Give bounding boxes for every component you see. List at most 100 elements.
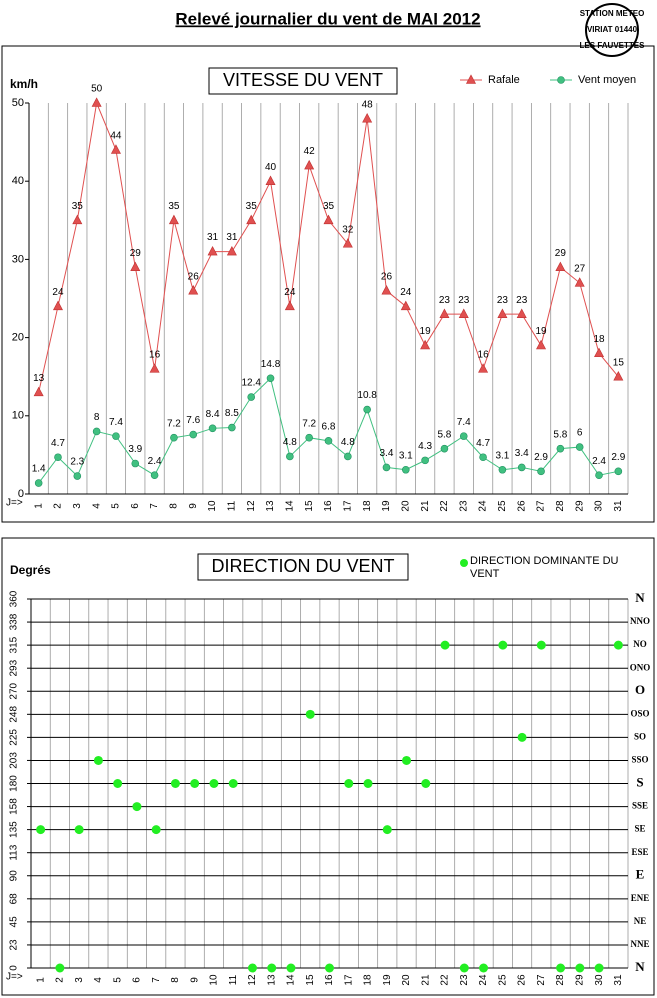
x-tick-label: 13 <box>265 500 276 512</box>
marker <box>420 339 431 350</box>
marker <box>305 433 313 442</box>
data-label: 3.1 <box>399 450 413 461</box>
point <box>93 755 103 765</box>
y-axis-label: Degrés <box>10 563 51 577</box>
y-tick-label: 50 <box>12 97 24 109</box>
direction-label: NNE <box>630 939 649 949</box>
x-tick-label: 23 <box>458 500 469 512</box>
data-label: 29 <box>555 248 567 259</box>
marker <box>131 459 140 468</box>
direction-label: N <box>635 590 645 605</box>
y-tick-label: 180 <box>9 775 20 792</box>
y-tick-label: 248 <box>9 706 20 723</box>
point <box>132 802 142 812</box>
data-label: 8.4 <box>206 409 220 420</box>
marker <box>555 261 566 272</box>
direction-label: N <box>635 959 645 974</box>
data-label: 24 <box>284 287 296 298</box>
data-label: 19 <box>535 326 547 337</box>
data-label: 23 <box>516 295 528 306</box>
marker <box>265 175 276 185</box>
point <box>440 640 450 650</box>
x-tick-label: 23 <box>459 974 470 986</box>
data-label: 2.9 <box>534 452 548 463</box>
x-tick-label: 13 <box>266 974 277 986</box>
marker <box>112 432 120 440</box>
point <box>36 825 46 835</box>
point <box>170 779 180 788</box>
point <box>613 640 623 650</box>
data-label: 26 <box>381 271 393 282</box>
x-tick-label: 28 <box>555 974 566 986</box>
stamp-ring <box>585 3 639 57</box>
x-tick-label: 30 <box>594 974 605 986</box>
marker <box>304 159 315 170</box>
point <box>344 779 354 788</box>
data-label: 6 <box>577 428 583 439</box>
x-tick-label: 6 <box>132 977 143 983</box>
x-tick-label: 8 <box>169 503 180 509</box>
marker <box>575 443 584 451</box>
point <box>228 779 238 788</box>
marker <box>595 471 603 480</box>
direction-label: NO <box>633 639 647 649</box>
marker <box>344 452 352 461</box>
data-label: 32 <box>342 224 354 235</box>
y-tick-label: 10 <box>12 410 24 422</box>
x-tick-label: 28 <box>555 500 566 512</box>
marker <box>73 472 82 480</box>
marker <box>52 300 63 311</box>
marker <box>478 363 489 373</box>
marker <box>323 214 334 225</box>
data-label: 42 <box>304 146 316 157</box>
x-tick-label: 24 <box>478 974 489 986</box>
legend-label: Vent moyen <box>578 74 636 86</box>
data-label: 35 <box>168 201 180 212</box>
chart-title-box <box>208 67 398 95</box>
x-tick-label: 31 <box>613 500 624 512</box>
marker <box>72 214 83 225</box>
marker <box>189 430 198 439</box>
point <box>517 732 527 742</box>
data-label: 24 <box>52 287 64 298</box>
data-label: 3.4 <box>380 448 394 459</box>
point <box>382 825 392 835</box>
marker <box>362 112 373 123</box>
data-label: 27 <box>574 264 586 275</box>
x-tick-label: 25 <box>497 500 508 512</box>
data-label: 44 <box>110 131 122 142</box>
x-tick-label: 15 <box>304 500 315 512</box>
point <box>209 779 219 788</box>
x-tick-label: 2 <box>55 977 66 983</box>
marker <box>613 371 624 381</box>
stamp-text: STATION METEO <box>580 9 645 18</box>
data-label: 2.4 <box>592 456 606 467</box>
direction-label: ONO <box>630 662 651 672</box>
marker <box>498 465 507 474</box>
x-tick-label: 12 <box>246 500 257 512</box>
stamp: STATION METEO VIRIAT 01440 LES FAUVETTES <box>580 3 645 57</box>
x-tick-label: 29 <box>574 500 585 512</box>
marker <box>516 308 527 318</box>
data-label: 5.8 <box>437 429 451 440</box>
x-tick-label: 21 <box>420 500 431 512</box>
x-tick-label: 4 <box>93 977 104 983</box>
x-tick-label: 26 <box>516 500 527 512</box>
marker <box>92 427 101 436</box>
data-label: 7.2 <box>167 418 181 429</box>
point <box>363 779 373 788</box>
direction-label: SE <box>634 824 645 834</box>
marker <box>110 144 121 154</box>
stamp-text: VIRIAT 01440 <box>587 25 638 34</box>
y-tick-label: 360 <box>9 590 20 607</box>
x-tick-label: 22 <box>439 500 450 512</box>
x-tick-label: 11 <box>227 500 238 511</box>
marker <box>517 463 526 472</box>
data-label: 24 <box>400 287 412 298</box>
x-tick-label: 5 <box>112 977 123 983</box>
marker <box>381 285 392 295</box>
y-axis-label: km/h <box>10 77 38 91</box>
direction-label: O <box>635 682 645 697</box>
data-label: 6.8 <box>322 421 336 432</box>
marker <box>188 285 199 295</box>
